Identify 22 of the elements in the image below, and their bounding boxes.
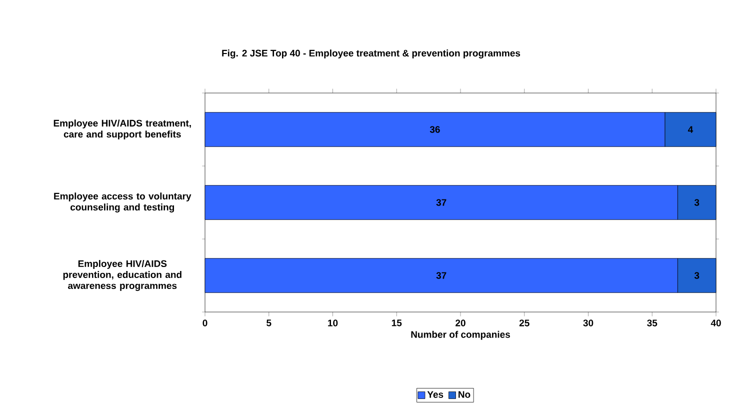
- legend-label: Yes: [427, 391, 444, 398]
- x-tick-label: 0: [202, 320, 208, 326]
- y-tick-label: Employee HIV/AIDS treatment, care and support benefits: [54, 120, 191, 140]
- data-label: 37: [436, 199, 446, 206]
- x-tick-label: 25: [519, 320, 530, 326]
- legend-label: No: [458, 391, 470, 398]
- x-tick-label: 20: [456, 320, 466, 326]
- data-label: 4: [688, 126, 694, 133]
- chart-title: Fig. 2 JSE Top 40 - Employee treatment & prevention programmes: [222, 50, 520, 58]
- x-tick-label: 40: [710, 320, 721, 326]
- y-tick-label: Employee access to voluntary counseling and testing: [54, 192, 192, 212]
- x-tick-label: 35: [647, 320, 658, 326]
- data-label: 37: [436, 272, 446, 279]
- data-label: 36: [430, 126, 440, 133]
- x-tick-label: 10: [328, 320, 338, 326]
- x-tick-label: 15: [392, 320, 402, 326]
- y-tick-label: Employee HIV/AIDS prevention, education and awareness programmes: [63, 260, 182, 291]
- data-label: 3: [694, 272, 700, 279]
- x-axis-title: Number of companies: [411, 330, 510, 340]
- x-tick-label: 30: [583, 320, 594, 326]
- x-tick-label: 5: [266, 320, 272, 326]
- data-label: 3: [694, 199, 700, 206]
